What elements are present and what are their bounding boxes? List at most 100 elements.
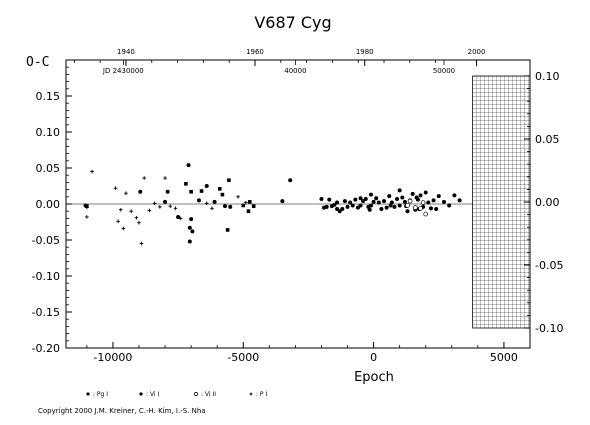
- legend-label: : Vi II: [201, 391, 216, 398]
- data-point-filled-circle: [368, 192, 373, 197]
- right-y-tick-label: -0.10: [535, 322, 563, 335]
- year-tick-label: 1940: [117, 48, 135, 56]
- data-point-filled-circle: [368, 203, 373, 208]
- data-point-plus: [113, 186, 118, 190]
- data-point-square: [251, 204, 256, 208]
- data-point-filled-circle: [196, 198, 201, 203]
- data-point-filled-circle: [410, 191, 415, 196]
- data-point-filled-circle: [190, 229, 195, 234]
- data-point-open-circle: [405, 203, 410, 208]
- data-point-filled-circle: [163, 199, 168, 204]
- data-point-filled-circle: [397, 203, 402, 208]
- data-point-filled-circle: [223, 204, 228, 209]
- right-y-tick-label: 0.10: [535, 70, 560, 83]
- data-point-plus: [118, 207, 123, 212]
- data-point-plus: [158, 205, 162, 209]
- data-point-filled-circle: [324, 204, 329, 209]
- legend-label: : P I: [256, 391, 267, 398]
- data-point-filled-circle: [441, 199, 446, 204]
- legend-marker-filled-circle: [139, 392, 143, 396]
- data-point-plus: [137, 220, 141, 225]
- data-point-filled-circle: [335, 200, 340, 205]
- x-tick-label: 5000: [490, 351, 518, 364]
- data-point-filled-circle: [392, 204, 397, 209]
- data-point-plus: [173, 206, 178, 211]
- data-point-plus: [129, 209, 133, 213]
- y-tick-label: 0.15: [36, 90, 61, 103]
- data-point-plus: [178, 216, 183, 221]
- jd-tick-label: 50000: [433, 67, 455, 75]
- data-points: [83, 163, 462, 246]
- data-point-plus: [124, 191, 128, 195]
- legend-marker-open-circle: [194, 392, 198, 396]
- data-point-filled-circle: [340, 207, 345, 212]
- data-point-plus: [236, 195, 240, 199]
- data-point-open-circle: [420, 200, 426, 205]
- y-tick-label: 0.05: [36, 162, 61, 175]
- data-point-filled-circle: [353, 197, 358, 202]
- data-point-filled-circle: [457, 198, 462, 203]
- data-point-square: [199, 189, 204, 193]
- data-point-filled-circle: [212, 199, 217, 204]
- axes: -10000 -5000 0 5000 -0.20 -0.15 -0.10 -0.05 0.00…: [32, 48, 564, 364]
- data-point-plus: [139, 241, 144, 246]
- data-point-filled-circle: [436, 194, 441, 199]
- data-point-square: [247, 200, 252, 204]
- y-axis-title: O-C: [26, 55, 49, 70]
- legend-label: : Pg I: [93, 391, 108, 398]
- data-point-filled-circle: [228, 204, 233, 209]
- data-point-filled-circle: [414, 195, 419, 200]
- data-point-filled-circle: [395, 196, 400, 201]
- data-point-filled-circle: [384, 205, 389, 210]
- data-point-square: [246, 209, 251, 213]
- x-tick-label: 0: [370, 351, 377, 364]
- data-point-square: [241, 203, 246, 208]
- data-point-filled-circle: [376, 200, 381, 205]
- chart-title: V687 Cyg: [254, 13, 331, 32]
- y-tick-label: -0.20: [32, 342, 60, 355]
- data-point-plus: [210, 206, 214, 211]
- data-point-filled-circle: [423, 190, 428, 195]
- data-point-plus: [134, 215, 139, 220]
- data-point-filled-circle: [280, 199, 285, 204]
- y-tick-label: 0.10: [36, 126, 61, 139]
- x-tick-label: -5000: [227, 351, 259, 364]
- y-tick-label: -0.15: [32, 306, 60, 319]
- data-point-plus: [163, 176, 167, 180]
- data-point-filled-circle: [428, 206, 433, 211]
- data-point-filled-circle: [186, 163, 191, 168]
- legend-marker-square: [86, 392, 90, 396]
- data-point-plus: [204, 201, 209, 206]
- data-point-filled-circle: [374, 196, 379, 201]
- data-point-filled-circle: [350, 203, 355, 208]
- data-point-plus: [244, 200, 248, 205]
- data-point-plus: [121, 226, 126, 231]
- data-point-filled-circle: [371, 199, 376, 204]
- data-point-filled-circle: [165, 189, 170, 194]
- y-tick-label: -0.10: [32, 270, 60, 283]
- data-point-filled-circle: [379, 207, 384, 212]
- data-point-filled-circle: [358, 196, 363, 201]
- data-point-filled-circle: [327, 197, 332, 202]
- data-point-filled-circle: [400, 195, 405, 200]
- legend: : Pg I: Vi I: Vi II: P I: [86, 391, 267, 398]
- right-y-tick-label: -0.05: [535, 259, 563, 272]
- jd-tick-label: 40000: [284, 67, 306, 75]
- data-point-filled-circle: [405, 209, 410, 214]
- y-tick-label: -0.05: [32, 234, 60, 247]
- data-point-plus: [147, 208, 152, 213]
- year-tick-label: 1980: [356, 48, 374, 56]
- data-point-plus: [168, 204, 173, 208]
- x-axis-title: Epoch: [354, 370, 394, 385]
- jd-tick-label: JD 2430000: [102, 67, 144, 75]
- data-point-filled-circle: [388, 203, 393, 208]
- data-point-filled-circle: [204, 184, 209, 188]
- data-point-filled-circle: [335, 207, 340, 212]
- x-tick-label: -10000: [93, 351, 132, 364]
- data-point-filled-circle: [382, 199, 387, 204]
- copyright-notice: Copyright 2000 J.M. Kreiner, C.-H. Kim, …: [38, 407, 206, 415]
- data-point-filled-circle: [387, 194, 392, 199]
- data-point-plus: [116, 219, 120, 224]
- year-tick-label: 2000: [468, 48, 486, 56]
- data-point-square: [189, 189, 193, 194]
